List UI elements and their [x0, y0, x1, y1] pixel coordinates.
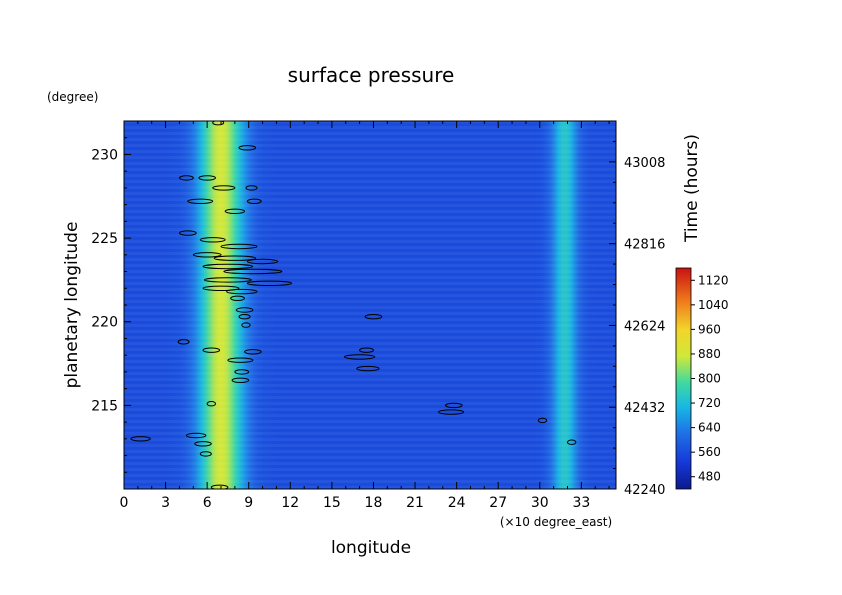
contour-line	[343, 354, 376, 360]
heatmap-texture	[124, 121, 616, 489]
y2-tick-label: 42432	[624, 401, 665, 416]
colorbar-tick-label: 800	[698, 372, 721, 386]
chart-title: surface pressure	[288, 63, 455, 87]
x-tick-label: 33	[572, 495, 590, 511]
colorbar-ramp	[675, 267, 692, 490]
x-tick-label: 30	[531, 495, 549, 511]
contour-line	[202, 285, 240, 291]
colorbar-tick-label: 1040	[698, 298, 729, 312]
contour-line	[359, 347, 374, 353]
x-axis-label: longitude	[331, 538, 411, 558]
contour-line	[364, 314, 383, 320]
x-tick-label: 9	[244, 495, 253, 511]
y-axis: 215 220 225 230	[91, 120, 131, 473]
x-tick-label: 21	[406, 495, 424, 511]
contour-line	[445, 402, 463, 409]
x-tick-label: 6	[203, 495, 212, 511]
contour-line	[244, 349, 262, 355]
contour-line	[198, 175, 216, 181]
contour-line	[245, 185, 258, 191]
contour-line	[223, 268, 283, 275]
y-tick-label: 215	[91, 398, 118, 414]
contour-line	[185, 432, 207, 439]
contour-line	[241, 322, 251, 328]
contour-line	[537, 417, 548, 424]
contour-line	[194, 441, 212, 447]
x-tick-label: 24	[448, 495, 466, 511]
contour-line	[130, 436, 151, 442]
contour-line	[187, 198, 214, 205]
y-tick-label: 230	[91, 147, 118, 163]
contour-line	[227, 357, 254, 363]
y-axis-label: planetary longitude	[62, 222, 82, 389]
y2-axis: 42240 42432 42624 42816 43008	[609, 140, 665, 498]
y2-tick-label: 42816	[624, 238, 665, 253]
contour-line	[246, 258, 279, 265]
contour-line	[356, 365, 380, 372]
contour-line	[246, 198, 262, 205]
contour-line	[231, 377, 250, 383]
x-tick-label: 12	[281, 495, 299, 511]
contour-line	[567, 439, 577, 445]
colorbar-ticks: 480 560 640 720 800 880 960 1040 1120	[691, 273, 729, 484]
x-axis: 0 3 6 9 12 15 18 21 24 27 30 33	[120, 121, 610, 511]
contour-line	[238, 314, 251, 320]
colorbar: 480 560 640 720 800 880 960 1040 1120	[675, 267, 729, 490]
contour-line	[230, 295, 246, 301]
colorbar-tick-label: 1120	[698, 273, 729, 287]
contour-line	[238, 145, 257, 151]
contour-line	[202, 347, 221, 353]
x-unit-label: (×10 degree_east)	[500, 515, 612, 529]
contour-line	[210, 484, 229, 489]
y2-tick-label: 43008	[624, 156, 665, 171]
contour-line	[226, 288, 258, 295]
y-unit-label: (degree)	[47, 90, 98, 104]
contour-line	[206, 401, 217, 407]
contour-line	[177, 339, 190, 345]
contour-line	[199, 451, 212, 457]
contour-line	[179, 230, 197, 236]
x-tick-label: 3	[161, 495, 170, 511]
x-tick-label: 27	[489, 495, 507, 511]
contour-line	[235, 307, 254, 313]
x-tick-label: 0	[120, 495, 129, 511]
contour-line	[202, 263, 254, 270]
colorbar-tick-label: 880	[698, 347, 721, 361]
contour-line	[212, 185, 236, 191]
contour-layer	[130, 121, 577, 489]
contour-line	[224, 208, 246, 215]
contour-line	[179, 175, 194, 181]
contour-line	[213, 255, 257, 261]
contour-line	[438, 409, 465, 415]
contour-line	[203, 277, 252, 283]
contour-line	[220, 243, 258, 250]
contour-line	[212, 121, 225, 126]
y2-tick-label: 42624	[624, 319, 665, 334]
x-tick-label: 18	[365, 495, 383, 511]
y2-axis-label: Time (hours)	[682, 134, 702, 243]
colorbar-tick-label: 720	[698, 396, 721, 410]
y2-tick-label: 42240	[624, 483, 665, 498]
contour-line	[192, 252, 222, 258]
contour-line	[246, 280, 293, 286]
colorbar-tick-label: 560	[698, 445, 721, 459]
contour-line	[199, 237, 226, 243]
y-tick-label: 220	[91, 315, 118, 331]
colorbar-tick-label: 480	[698, 470, 721, 484]
y-tick-label: 225	[91, 231, 118, 247]
x-tick-label: 15	[323, 495, 341, 511]
contour-line	[234, 369, 250, 375]
plot-area	[124, 121, 616, 489]
colorbar-tick-label: 960	[698, 322, 721, 336]
colorbar-tick-label: 640	[698, 421, 721, 435]
